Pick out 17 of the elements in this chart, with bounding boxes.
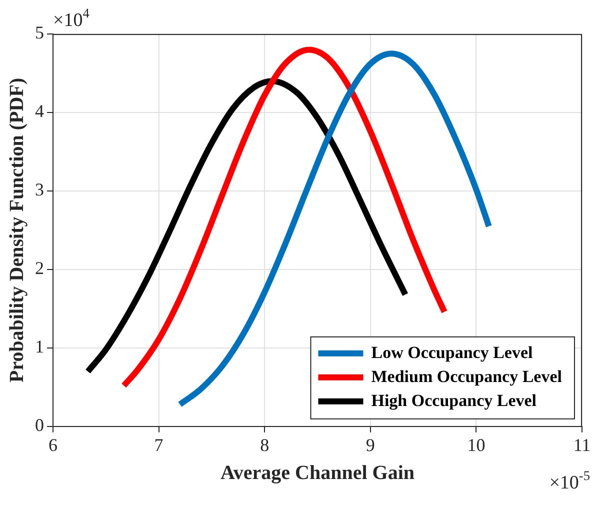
y-tick-label: 1: [35, 336, 44, 357]
y-tick-label: 2: [35, 258, 44, 278]
x-tick-label: 10: [467, 434, 486, 455]
y-axis-title: Probability Density Function (PDF): [6, 78, 28, 383]
x-tick-label: 11: [573, 434, 591, 455]
legend-label: Medium Occupancy Level: [371, 366, 562, 386]
x-tick-label: 6: [48, 434, 58, 455]
y-tick-label: 5: [35, 22, 44, 43]
y-tick-label: 3: [35, 180, 44, 200]
x-axis-title: Average Channel Gain: [220, 462, 415, 484]
y-tick-label: 0: [35, 415, 44, 436]
x-tick-label: 9: [366, 434, 375, 455]
legend-label: High Occupancy Level: [371, 390, 537, 410]
x-tick-label: 7: [154, 434, 164, 455]
y-tick-label: 4: [35, 101, 44, 122]
legend-label: Low Occupancy Level: [371, 342, 534, 362]
x-tick-label: 8: [260, 434, 270, 455]
